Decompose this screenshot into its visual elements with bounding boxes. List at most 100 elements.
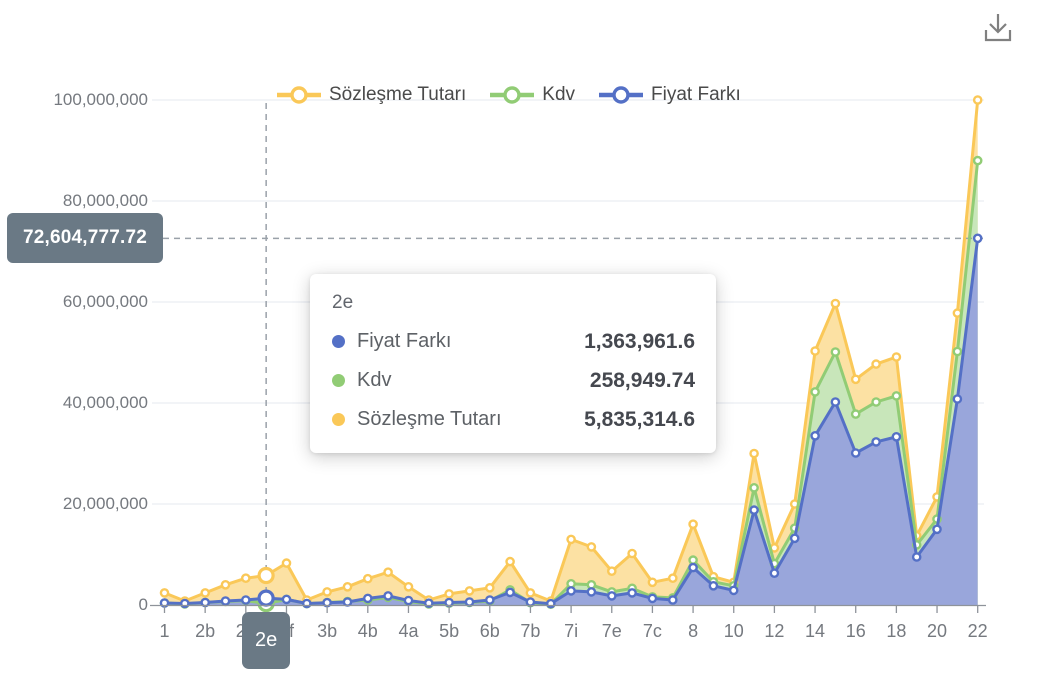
marker-dot-sozlesme-tutari[interactable] — [464, 586, 475, 596]
tooltip-title: 2e — [332, 292, 354, 313]
area-fiyat-farki — [164, 238, 978, 606]
legend-item-fiyat-farki[interactable]: Fiyat Farkı — [599, 84, 741, 106]
marker-dot-fiyat-farki[interactable] — [525, 597, 536, 607]
marker-dot-fiyat-farki[interactable] — [566, 586, 576, 596]
marker-dot-sozlesme-tutari[interactable] — [871, 359, 881, 369]
marker-dot-sozlesme-tutari[interactable] — [566, 534, 576, 545]
x-axis-tick-label: 8 — [688, 621, 699, 641]
marker-dot-kdv[interactable] — [688, 555, 698, 565]
legend-item-sozlesme-tutari[interactable]: Sözleşme Tutarı — [277, 84, 466, 106]
marker-dot-fiyat-farki[interactable] — [403, 595, 414, 606]
marker-dot-sozlesme-tutari[interactable] — [972, 95, 983, 105]
marker-dot-fiyat-farki[interactable] — [749, 505, 759, 515]
marker-dot-fiyat-farki[interactable] — [871, 437, 881, 447]
marker-dot-fiyat-farki[interactable] — [383, 591, 393, 601]
marker-dot-sozlesme-tutari[interactable] — [505, 556, 515, 567]
x-axispointer-value: 2e — [255, 629, 278, 651]
marker-dot-sozlesme-tutari[interactable] — [586, 542, 597, 552]
marker-dot-sozlesme-tutari[interactable] — [240, 573, 251, 584]
marker-dot-fiyat-farki[interactable] — [850, 448, 861, 458]
marker-dot-sozlesme-tutari[interactable] — [322, 587, 332, 597]
series-dot-icon — [332, 335, 345, 348]
x-axis-tick-label: 7e — [601, 621, 622, 641]
marker-dot-fiyat-farki[interactable] — [932, 524, 942, 535]
marker-dot-fiyat-farki[interactable] — [647, 593, 658, 604]
x-axis-tick-label: 18 — [886, 621, 907, 641]
marker-dot-sozlesme-tutari[interactable] — [484, 583, 495, 593]
marker-dot-sozlesme-tutari[interactable] — [891, 352, 902, 362]
legend-label: Kdv — [542, 84, 576, 105]
marker-dot-fiyat-farki[interactable] — [240, 595, 251, 605]
marker-dot-fiyat-farki[interactable] — [789, 533, 800, 544]
x-axis-tick-label: 14 — [805, 621, 826, 641]
marker-dot-sozlesme-tutari[interactable] — [668, 573, 678, 584]
legend-label: Sözleşme Tutarı — [329, 84, 467, 105]
marker-dot-sozlesme-tutari[interactable] — [749, 448, 759, 459]
marker-dot-kdv[interactable] — [871, 397, 881, 407]
marker-dot-kdv[interactable] — [850, 409, 861, 419]
marker-dot-sozlesme-tutari[interactable] — [627, 548, 637, 559]
x-axis-tick-label: 4b — [357, 621, 378, 641]
marker-dot-fiyat-farki[interactable] — [607, 591, 617, 601]
marker-dot-fiyat-farki[interactable] — [586, 587, 597, 597]
marker-dot-sozlesme-tutari[interactable] — [383, 567, 393, 578]
tooltip: 2e Fiyat Farkı 1,363,961.6 Kdv 258,949.7… — [310, 274, 716, 453]
x-axis-tick-label: 3b — [317, 621, 338, 641]
x-axis-tick-label: 7i — [564, 621, 579, 641]
marker-dot-kdv[interactable] — [952, 346, 963, 357]
marker-dot-sozlesme-tutari[interactable] — [830, 298, 841, 309]
marker-dot-fiyat-farki[interactable] — [728, 585, 739, 596]
marker-dot-sozlesme-tutari[interactable] — [810, 346, 820, 356]
marker-dot-fiyat-farki[interactable] — [627, 588, 637, 598]
legend-item-kdv[interactable]: Kdv — [490, 84, 575, 106]
marker-dot-sozlesme-tutari[interactable] — [220, 580, 231, 590]
x-axis-tick-label: 5b — [439, 621, 460, 641]
download-button[interactable] — [981, 10, 1015, 46]
legend: Sözleşme Tutarı Kdv Fiyat Farkı — [277, 84, 741, 106]
marker-dot-fiyat-farki[interactable] — [769, 568, 780, 579]
marker-dot-kdv[interactable] — [830, 347, 841, 357]
marker-dot-kdv[interactable] — [810, 387, 820, 397]
tooltip-row: Fiyat Farkı 1,363,961.6 — [332, 328, 695, 355]
marker-dot-fiyat-farki[interactable] — [830, 397, 841, 407]
marker-dot-sozlesme-tutari[interactable] — [850, 374, 861, 385]
marker-dot-fiyat-farki[interactable] — [281, 594, 292, 605]
marker-dot-kdv[interactable] — [749, 482, 759, 493]
marker-dot-sozlesme-tutari[interactable] — [607, 566, 617, 577]
marker-dot-sozlesme-tutari[interactable] — [444, 589, 454, 599]
marker-dot-fiyat-farki[interactable] — [708, 581, 719, 591]
marker-dot-sozlesme-tutari[interactable] — [525, 588, 536, 598]
marker-dot-fiyat-farki[interactable] — [464, 597, 475, 607]
marker-dot-fiyat-farki[interactable] — [911, 552, 922, 562]
marker-dot-sozlesme-tutari[interactable] — [647, 577, 658, 588]
marker-dot-fiyat-farki[interactable] — [688, 562, 698, 573]
marker-dot-fiyat-farki[interactable] — [810, 430, 820, 441]
marker-dot-fiyat-farki[interactable] — [342, 597, 353, 607]
marker-dot-fiyat-farki[interactable] — [362, 593, 373, 604]
tooltip-series-name: Sözleşme Tutarı — [357, 408, 502, 430]
marker-dot-sozlesme-tutari[interactable] — [159, 588, 170, 598]
marker-dot-fiyat-farki[interactable] — [668, 595, 678, 605]
marker-dot-sozlesme-tutari[interactable] — [281, 558, 292, 568]
marker-dot-kdv[interactable] — [972, 155, 983, 166]
marker-dot-sozlesme-tutari[interactable] — [200, 588, 210, 598]
marker-dot-sozlesme-tutari[interactable] — [362, 573, 373, 584]
marker-dot-fiyat-farki[interactable] — [505, 587, 515, 598]
marker-dot-fiyat-farki[interactable] — [546, 598, 556, 609]
marker-dot-fiyat-farki[interactable] — [220, 596, 231, 606]
marker-dot-fiyat-farki[interactable] — [952, 394, 963, 404]
marker-dot-kdv[interactable] — [891, 391, 902, 401]
x-axispointer-badge: 2e — [242, 612, 291, 669]
marker-dot-fiyat-farki[interactable] — [972, 233, 983, 244]
marker-dot-sozlesme-tutari[interactable] — [403, 582, 414, 592]
series-dot-icon — [332, 374, 345, 387]
marker-dot-fiyat-farki[interactable] — [891, 431, 902, 442]
tooltip-row: Sözleşme Tutarı 5,835,314.6 — [332, 406, 695, 433]
legend-line-circle-icon — [599, 86, 644, 104]
y-axis-tick-label: 40,000,000 — [62, 393, 148, 412]
marker-dot-sozlesme-tutari[interactable] — [342, 582, 353, 592]
marker-dot-fiyat-farki[interactable] — [484, 595, 495, 605]
y-axis-tick-label: 0 — [138, 595, 148, 614]
marker-dot-sozlesme-tutari[interactable] — [688, 519, 698, 530]
